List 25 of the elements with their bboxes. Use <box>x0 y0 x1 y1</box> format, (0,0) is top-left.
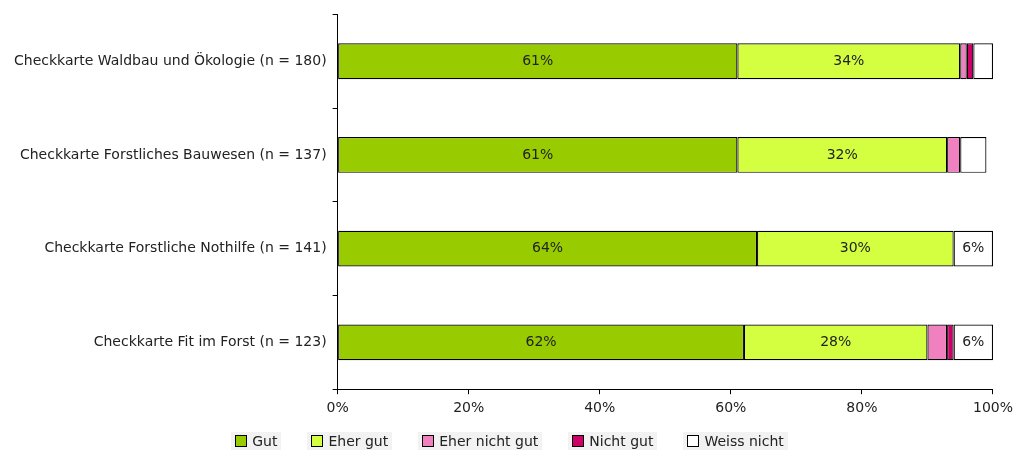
y-tick-label: Checkkarte Forstliche Nothilfe (n = 141) <box>44 239 327 256</box>
data-label: 6% <box>962 239 985 256</box>
x-tick-label: 80% <box>846 399 878 416</box>
legend-label: Eher nicht gut <box>439 433 539 449</box>
data-label: 6% <box>962 332 985 349</box>
legend-label: Nicht gut <box>589 433 654 449</box>
y-tick-label: Checkkarte Forstliches Bauwesen (n = 137) <box>19 145 327 162</box>
y-tick-label: Checkkarte Waldbau und Ökologie (n = 180) <box>13 50 327 68</box>
legend-label: Gut <box>252 433 278 449</box>
x-tick-label: 60% <box>715 399 747 416</box>
text: Weiss nicht <box>704 433 784 449</box>
data-label: 30% <box>839 239 871 256</box>
x-tick-label: 100% <box>972 399 1013 416</box>
data-label: 64% <box>532 239 564 256</box>
y-tick-label: Checkkarte Fit im Forst (n = 123) <box>93 332 327 349</box>
data-label: 34% <box>833 51 865 68</box>
data-label: 32% <box>826 145 858 162</box>
x-tick-label: 20% <box>453 399 485 416</box>
legend-label: Eher gut <box>328 433 389 449</box>
data-label: 28% <box>820 332 852 349</box>
data-label: 61% <box>522 145 554 162</box>
data-label: 62% <box>525 332 557 349</box>
x-tick-label: 0% <box>326 399 349 416</box>
data-label: 61% <box>522 51 554 68</box>
x-tick-label: 40% <box>584 399 616 416</box>
